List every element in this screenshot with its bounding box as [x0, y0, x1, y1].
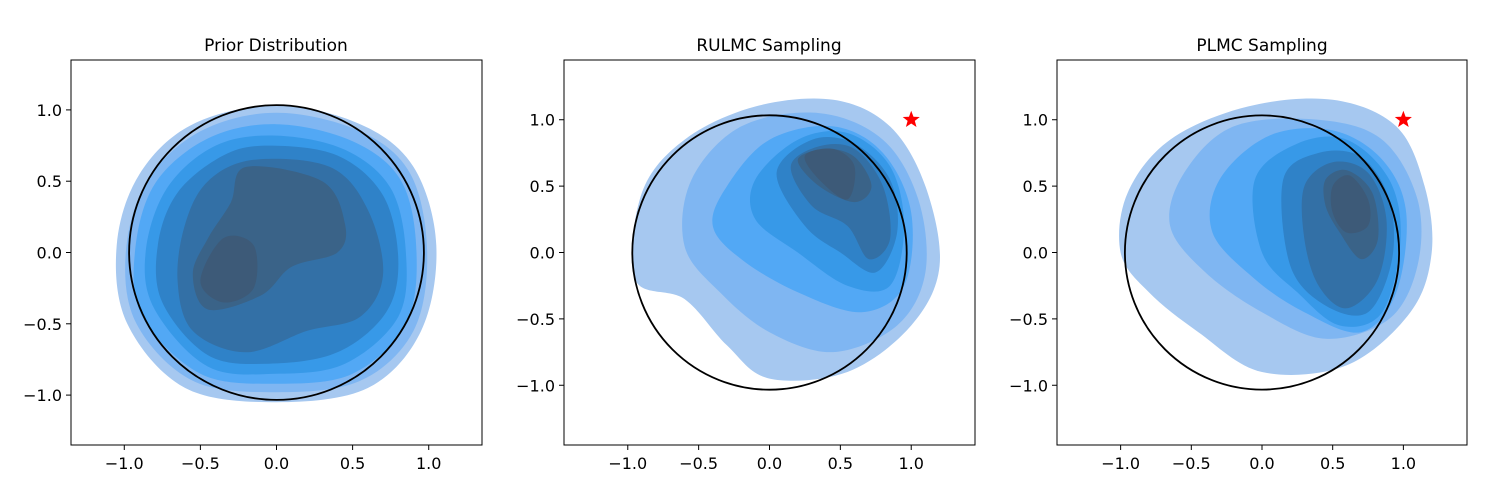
y-tick-label: −1.0 — [516, 376, 555, 395]
x-tick-label: 1.0 — [416, 454, 441, 473]
panel-title: RULMC Sampling — [696, 36, 841, 56]
x-tick-label: 0.0 — [1249, 454, 1274, 473]
x-tick-label: 1.0 — [898, 454, 923, 473]
panel-title: Prior Distribution — [204, 36, 348, 56]
density-contours — [115, 105, 437, 403]
y-axis-ticks: −1.0 −0.5 0.0 0.5 1.0 — [1009, 111, 1057, 395]
y-axis-ticks: −1.0 −0.5 0.0 0.5 1.0 — [516, 111, 564, 395]
y-tick-label: 0.0 — [37, 244, 62, 263]
y-tick-label: 1.0 — [530, 111, 555, 130]
x-tick-label: −0.5 — [1172, 454, 1211, 473]
y-axis-ticks: −1.0 −0.5 0.0 0.5 1.0 — [23, 101, 71, 405]
y-tick-label: 0.5 — [1023, 177, 1048, 196]
y-tick-label: 1.0 — [1023, 111, 1048, 130]
panel-title: PLMC Sampling — [1196, 36, 1327, 56]
panel-rulmc-sampling: RULMC Sampling −1.0 −0.5 0.0 0.5 1.0 −1.0 −0.… — [516, 36, 976, 473]
y-tick-label: 0.0 — [1023, 244, 1048, 263]
y-tick-label: 0.0 — [530, 244, 555, 263]
unit-circle — [631, 114, 908, 391]
y-tick-label: −0.5 — [1009, 310, 1048, 329]
y-tick-label: 0.5 — [530, 177, 555, 196]
x-tick-label: 0.0 — [757, 454, 782, 473]
panel-plmc-sampling: PLMC Sampling −1.0 −0.5 0.0 0.5 1.0 −1.0 −0.5… — [1009, 36, 1468, 473]
density-contours — [631, 98, 940, 381]
panel-prior-distribution: Prior Distribution −1.0 −0.5 0.0 0.5 1.0 −1.… — [23, 36, 483, 473]
target-star-marker — [1394, 110, 1412, 127]
x-tick-label: −0.5 — [181, 454, 220, 473]
x-tick-label: −1.0 — [105, 454, 144, 473]
y-tick-label: −0.5 — [516, 310, 555, 329]
density-level-8 — [804, 148, 856, 200]
density-level-8 — [1330, 175, 1371, 234]
density-level-8 — [200, 235, 258, 303]
unit-circle — [128, 104, 425, 401]
density-contours — [1119, 98, 1433, 375]
target-star-marker — [902, 110, 920, 127]
y-tick-label: −0.5 — [23, 315, 62, 334]
unit-circle — [1124, 114, 1401, 391]
x-tick-label: 0.0 — [264, 454, 289, 473]
x-tick-label: −1.0 — [608, 454, 647, 473]
y-tick-label: −1.0 — [1009, 376, 1048, 395]
y-tick-label: 0.5 — [37, 172, 62, 191]
y-tick-label: 1.0 — [37, 101, 62, 120]
x-tick-label: −1.0 — [1101, 454, 1140, 473]
x-tick-label: 0.5 — [1320, 454, 1345, 473]
y-tick-label: −1.0 — [23, 386, 62, 405]
x-axis-ticks: −1.0 −0.5 0.0 0.5 1.0 — [1101, 445, 1416, 473]
x-tick-label: 1.0 — [1391, 454, 1416, 473]
x-tick-label: 0.5 — [828, 454, 853, 473]
x-axis-ticks: −1.0 −0.5 0.0 0.5 1.0 — [608, 445, 924, 473]
x-tick-label: 0.5 — [340, 454, 365, 473]
x-tick-label: −0.5 — [679, 454, 718, 473]
x-axis-ticks: −1.0 −0.5 0.0 0.5 1.0 — [105, 445, 441, 473]
